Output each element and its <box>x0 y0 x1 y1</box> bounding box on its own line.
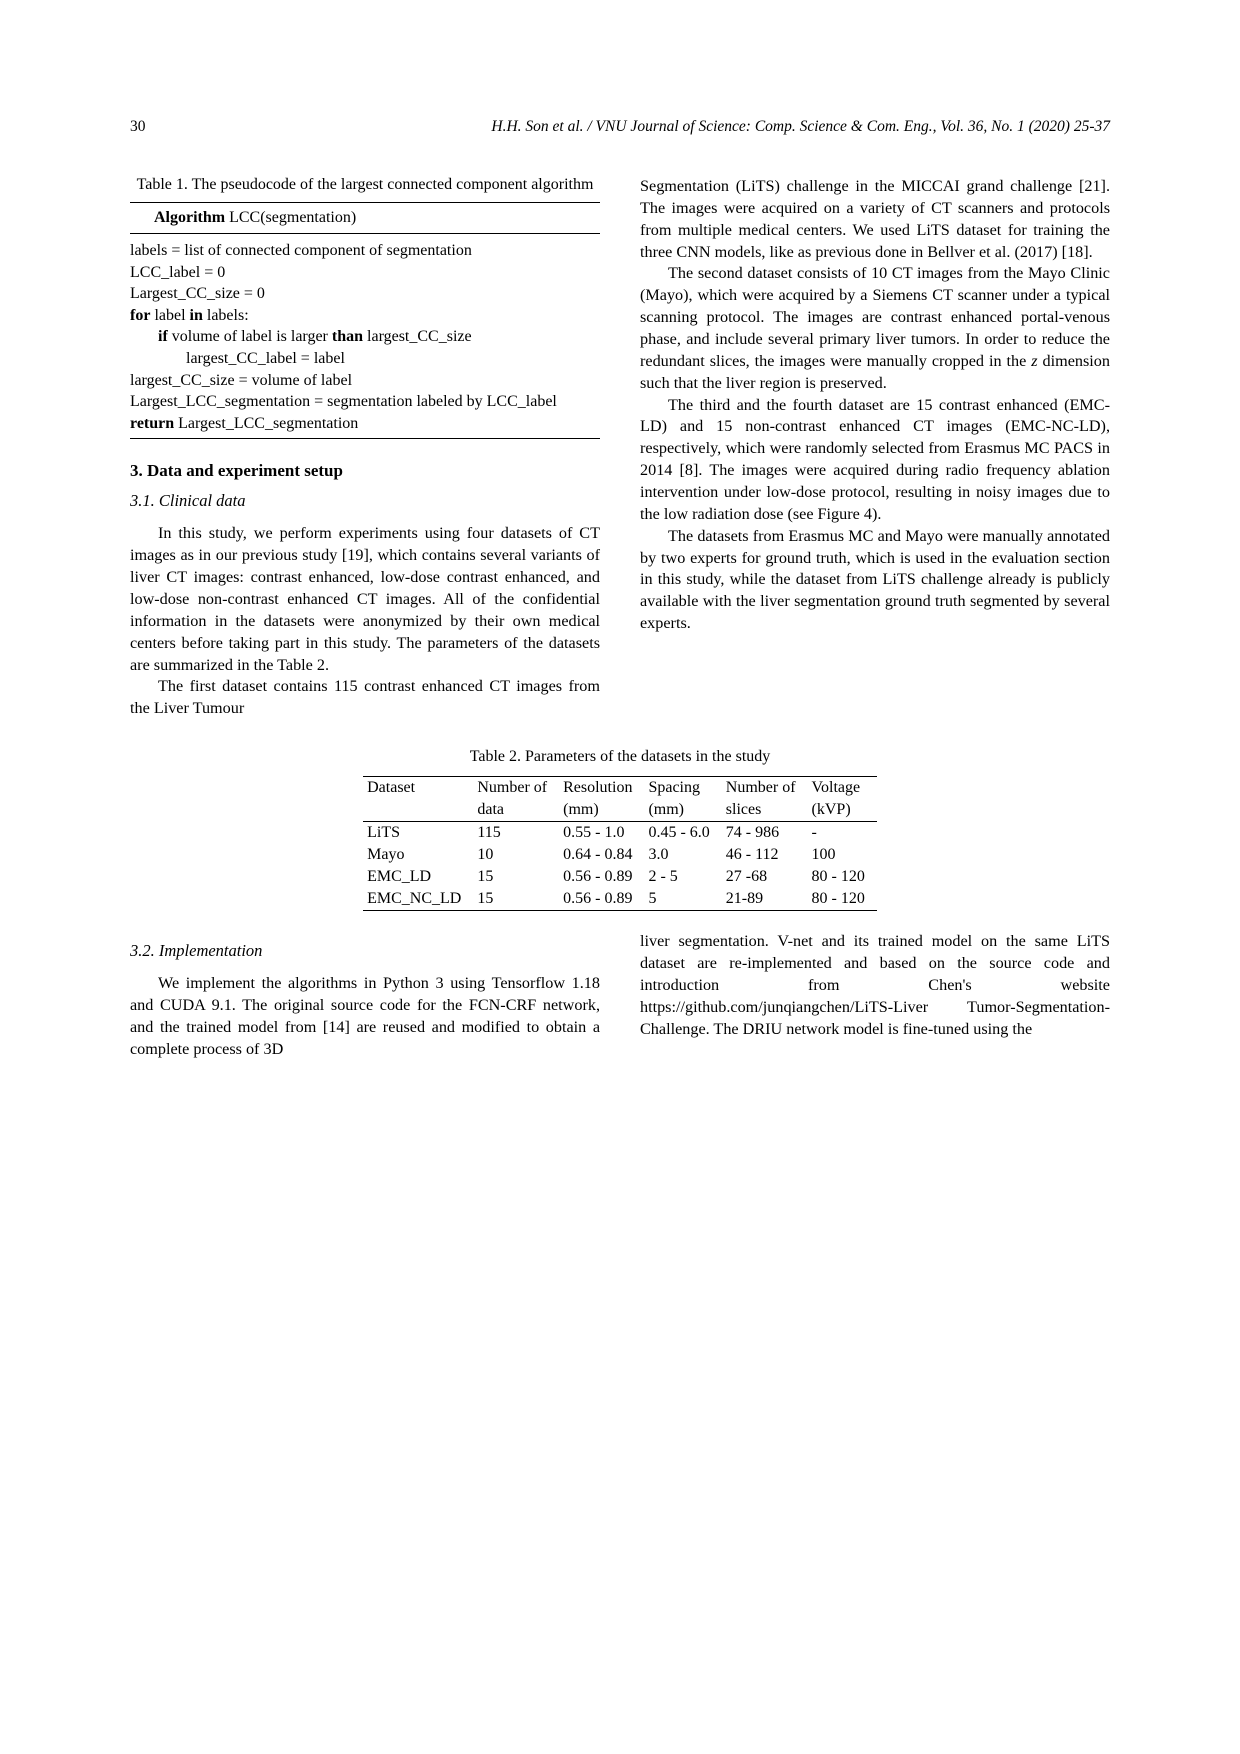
running-header: 30 H.H. Son et al. / VNU Journal of Scie… <box>130 118 1110 136</box>
algorithm-box: Algorithm LCC(segmentation) labels = lis… <box>130 202 600 439</box>
right-paragraph-4: The datasets from Erasmus MC and Mayo we… <box>640 526 1110 635</box>
right-paragraph-2: The second dataset consists of 10 CT ima… <box>640 263 1110 394</box>
table-cell: 115 <box>473 822 559 845</box>
than-keyword: than <box>332 328 363 345</box>
if-keyword: if <box>158 328 168 345</box>
table-cell: 27 -68 <box>722 866 808 888</box>
table-header: Number of <box>473 777 559 800</box>
upper-two-column: Table 1. The pseudocode of the largest c… <box>130 176 1110 720</box>
table-cell: 0.56 - 0.89 <box>559 866 644 888</box>
table-header: (mm) <box>559 799 644 822</box>
lower-left-column: 3.2. Implementation We implement the alg… <box>130 931 600 1060</box>
left-column: Table 1. The pseudocode of the largest c… <box>130 176 600 720</box>
lower-right-column: liver segmentation. V-net and its traine… <box>640 931 1110 1060</box>
algorithm-keyword: Algorithm <box>154 209 225 226</box>
table2: Dataset Number of Resolution Spacing Num… <box>363 776 877 911</box>
table-row: Mayo 10 0.64 - 0.84 3.0 46 - 112 100 <box>363 844 877 866</box>
right-paragraph-3: The third and the fourth dataset are 15 … <box>640 395 1110 526</box>
algorithm-header: Algorithm LCC(segmentation) <box>130 202 600 234</box>
table-cell: 80 - 120 <box>808 888 877 911</box>
table-cell: 10 <box>473 844 559 866</box>
table-cell: LiTS <box>363 822 473 845</box>
table-header: data <box>473 799 559 822</box>
table-header-row: Dataset Number of Resolution Spacing Num… <box>363 777 877 800</box>
table-header: (mm) <box>644 799 721 822</box>
algo-line: LCC_label = 0 <box>130 262 600 284</box>
algo-line: return Largest_LCC_segmentation <box>130 413 600 435</box>
table-cell: 0.64 - 0.84 <box>559 844 644 866</box>
table-cell: 0.56 - 0.89 <box>559 888 644 911</box>
table-cell: 100 <box>808 844 877 866</box>
page-number: 30 <box>130 118 146 136</box>
table-header: slices <box>722 799 808 822</box>
algo-line: largest_CC_label = label <box>130 348 600 370</box>
table-cell: 0.45 - 6.0 <box>644 822 721 845</box>
section-3-2-heading: 3.2. Implementation <box>130 941 600 961</box>
table-header: Dataset <box>363 777 473 800</box>
algo-line: Largest_CC_size = 0 <box>130 283 600 305</box>
algorithm-body: labels = list of connected component of … <box>130 234 600 439</box>
table-header-row-2: data (mm) (mm) slices (kVP) <box>363 799 877 822</box>
table-header: Voltage <box>808 777 877 800</box>
section-3-1-heading: 3.1. Clinical data <box>130 491 600 511</box>
algo-line: for label in labels: <box>130 305 600 327</box>
table-header: (kVP) <box>808 799 877 822</box>
algo-line: if volume of label is larger than larges… <box>130 326 600 348</box>
in-keyword: in <box>190 307 203 324</box>
section-3-heading: 3. Data and experiment setup <box>130 461 600 481</box>
table-cell: 46 - 112 <box>722 844 808 866</box>
lower-two-column: 3.2. Implementation We implement the alg… <box>130 931 1110 1060</box>
left-paragraph-1: In this study, we perform experiments us… <box>130 523 600 676</box>
table1-caption: Table 1. The pseudocode of the largest c… <box>130 176 600 194</box>
algorithm-name: LCC(segmentation) <box>229 209 356 226</box>
table2-caption: Table 2. Parameters of the datasets in t… <box>130 748 1110 766</box>
table-cell: 74 - 986 <box>722 822 808 845</box>
table-cell: 3.0 <box>644 844 721 866</box>
table-cell: 2 - 5 <box>644 866 721 888</box>
table-cell: 21-89 <box>722 888 808 911</box>
algo-line: Largest_LCC_segmentation = segmentation … <box>130 391 600 413</box>
right-column: Segmentation (LiTS) challenge in the MIC… <box>640 176 1110 720</box>
header-text: H.H. Son et al. / VNU Journal of Science… <box>491 118 1110 136</box>
lower-right-paragraph: liver segmentation. V-net and its traine… <box>640 931 1110 1040</box>
algo-line: labels = list of connected component of … <box>130 240 600 262</box>
algo-line: largest_CC_size = volume of label <box>130 370 600 392</box>
table-cell: Mayo <box>363 844 473 866</box>
table-cell: 15 <box>473 866 559 888</box>
table-cell: EMC_LD <box>363 866 473 888</box>
for-keyword: for <box>130 307 150 324</box>
table-row: EMC_NC_LD 15 0.56 - 0.89 5 21-89 80 - 12… <box>363 888 877 911</box>
table-cell: - <box>808 822 877 845</box>
table-header: Number of <box>722 777 808 800</box>
table-header <box>363 799 473 822</box>
left-paragraph-2: The first dataset contains 115 contrast … <box>130 676 600 720</box>
table-row: LiTS 115 0.55 - 1.0 0.45 - 6.0 74 - 986 … <box>363 822 877 845</box>
return-keyword: return <box>130 415 174 432</box>
table-row: EMC_LD 15 0.56 - 0.89 2 - 5 27 -68 80 - … <box>363 866 877 888</box>
table-cell: 0.55 - 1.0 <box>559 822 644 845</box>
right-paragraph-1: Segmentation (LiTS) challenge in the MIC… <box>640 176 1110 263</box>
table-cell: 5 <box>644 888 721 911</box>
table-header: Spacing <box>644 777 721 800</box>
table-cell: 15 <box>473 888 559 911</box>
table-cell: EMC_NC_LD <box>363 888 473 911</box>
table-cell: 80 - 120 <box>808 866 877 888</box>
table-header: Resolution <box>559 777 644 800</box>
lower-left-paragraph: We implement the algorithms in Python 3 … <box>130 973 600 1060</box>
